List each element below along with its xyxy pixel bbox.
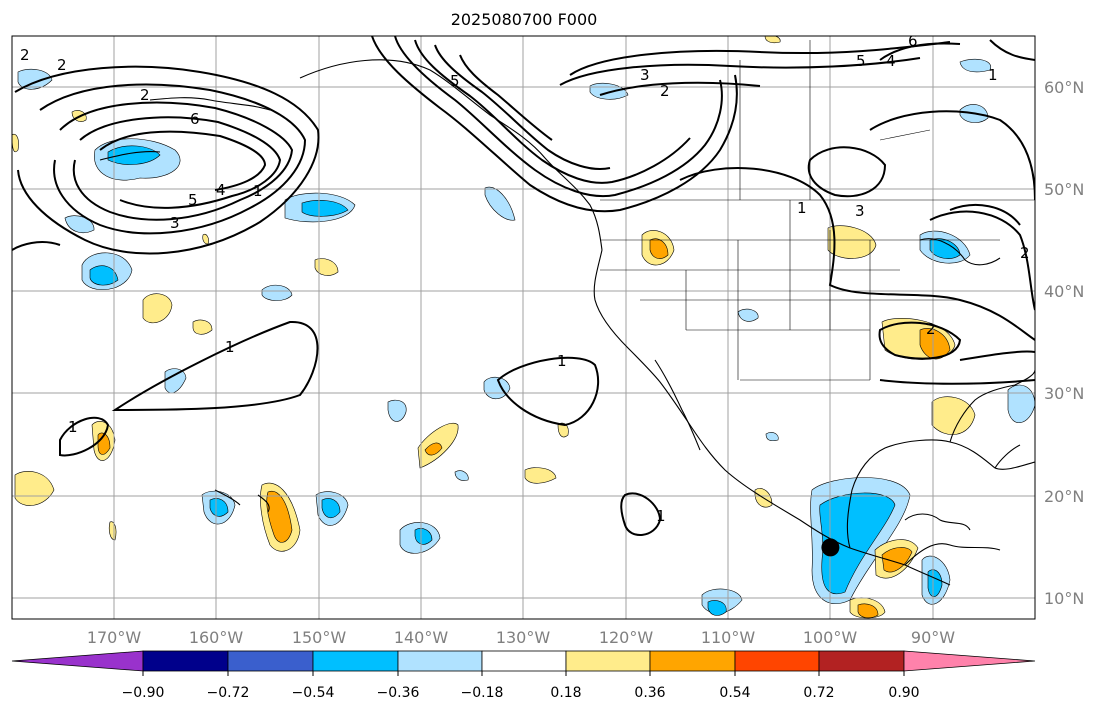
contour-label: 6	[190, 110, 200, 128]
colorbar-label: −0.54	[292, 685, 335, 701]
colorbar-labels: −0.90 −0.72 −0.54 −0.36 −0.18 0.18 0.36 …	[122, 685, 920, 701]
map-title: 2025080700 F000	[450, 10, 598, 29]
contour-label: 2	[660, 82, 670, 100]
lat-tick-label: 60°N	[1044, 78, 1084, 97]
lat-tick-label: 50°N	[1044, 180, 1084, 199]
contour-label: 2	[926, 320, 936, 338]
colorbar-label: 0.18	[550, 685, 581, 701]
contour-label: 1	[557, 352, 567, 370]
colorbar	[11, 650, 1036, 672]
state-borders	[600, 40, 1035, 381]
contour-label: 5	[188, 191, 198, 209]
coastlines	[99, 59, 1035, 586]
colorbar-label: −0.36	[377, 685, 420, 701]
contour-labels: 2 2 6 5 4 3 1 5 3 2 6 5 4 1 1 3 2 1 1 1 …	[20, 32, 1030, 525]
contour-label: 1	[988, 66, 998, 84]
lon-tick-label: 90°W	[911, 628, 955, 647]
colorbar-label: 0.90	[888, 685, 919, 701]
colorbar-segment	[397, 650, 483, 672]
lat-tick-label: 40°N	[1044, 282, 1084, 301]
contour-label: 5	[856, 52, 866, 70]
contour-label: 2	[57, 56, 67, 74]
lon-tick-label: 110°W	[701, 628, 756, 647]
lon-tick-labels: 170°W 160°W 150°W 140°W 130°W 120°W 110°…	[87, 628, 955, 647]
lat-tick-labels: 60°N 50°N 40°N 30°N 20°N 10°N	[1044, 78, 1084, 608]
colorbar-segment	[481, 650, 567, 672]
colorbar-label: 0.36	[634, 685, 665, 701]
lon-tick-label: 150°W	[292, 628, 347, 647]
colorbar-label: 0.72	[803, 685, 834, 701]
location-marker	[821, 538, 840, 557]
contour-label: 2	[20, 46, 30, 64]
colorbar-segment	[734, 650, 820, 672]
contour-label: 1	[225, 338, 235, 356]
colorbar-label: −0.90	[122, 685, 165, 701]
colorbar-label: 0.54	[719, 685, 750, 701]
colorbar-label: −0.72	[207, 685, 250, 701]
contour-label: 2	[140, 86, 150, 104]
contour-label: 1	[656, 507, 666, 525]
lat-tick-label: 20°N	[1044, 487, 1084, 506]
contour-label: 1	[253, 182, 263, 200]
contour-label: 6	[908, 32, 918, 50]
contour-lines	[12, 36, 1035, 536]
contour-label: 3	[855, 202, 865, 220]
colorbar-extend-high	[903, 650, 1036, 672]
lon-tick-label: 120°W	[599, 628, 654, 647]
colorbar-segment	[649, 650, 736, 672]
colorbar-extend-low	[11, 650, 144, 672]
colorbar-segment	[142, 650, 229, 672]
contour-label: 3	[640, 66, 650, 84]
colorbar-segment	[312, 650, 399, 672]
lon-tick-label: 100°W	[803, 628, 858, 647]
contour-label: 4	[216, 181, 226, 199]
contour-label: 3	[170, 214, 180, 232]
colorbar-segment	[565, 650, 651, 672]
contour-label: 1	[797, 199, 807, 217]
contour-label: 5	[450, 72, 460, 90]
colorbar-segment	[227, 650, 314, 672]
lat-tick-label: 30°N	[1044, 384, 1084, 403]
anomaly-shading	[12, 36, 1035, 619]
contour-label: 4	[886, 52, 896, 70]
lon-tick-label: 130°W	[496, 628, 551, 647]
lon-tick-label: 140°W	[394, 628, 449, 647]
colorbar-tick-marks	[142, 671, 905, 676]
colorbar-label: −0.18	[461, 685, 504, 701]
contour-label: 1	[68, 418, 78, 436]
map-border	[11, 35, 1036, 620]
lon-tick-label: 160°W	[189, 628, 244, 647]
lon-tick-label: 170°W	[87, 628, 142, 647]
contour-label: 2	[1020, 244, 1030, 262]
lat-tick-label: 10°N	[1044, 589, 1084, 608]
colorbar-segment	[818, 650, 905, 672]
